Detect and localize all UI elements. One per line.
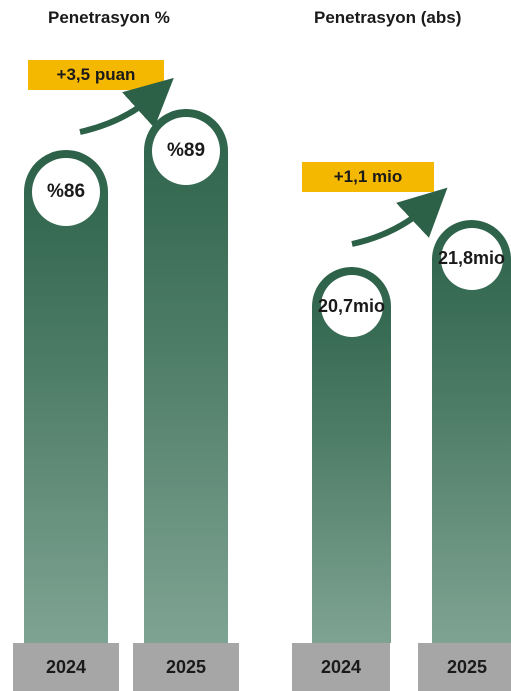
growth-arrow-percent-icon [79,77,174,135]
x-tick-2025-chart1: 2025 [133,643,239,691]
data-label-2024-chart2: 20,7 mio [318,275,385,338]
data-label-2025-chart1: %89 [152,116,220,185]
chart-title-percent: Penetrasyon % [48,8,170,27]
data-label-2024-chart1: %86 [32,157,100,226]
bar-2024-chart1 [24,149,108,643]
x-tick-2025-chart2: 2025 [418,643,511,691]
data-label-2025-chart2: 21,8 mio [438,227,505,290]
bar-2025-chart2 [432,219,511,643]
x-tick-2024-chart1: 2024 [13,643,119,691]
delta-badge-abs: +1,1 mio [302,162,434,192]
delta-badge-percent: +3,5 puan [28,60,164,90]
bar-2025-chart1 [144,108,228,643]
growth-arrow-abs-icon [351,187,448,247]
chart-title-abs: Penetrasyon (abs) [314,8,462,27]
x-tick-2024-chart2: 2024 [292,643,390,691]
